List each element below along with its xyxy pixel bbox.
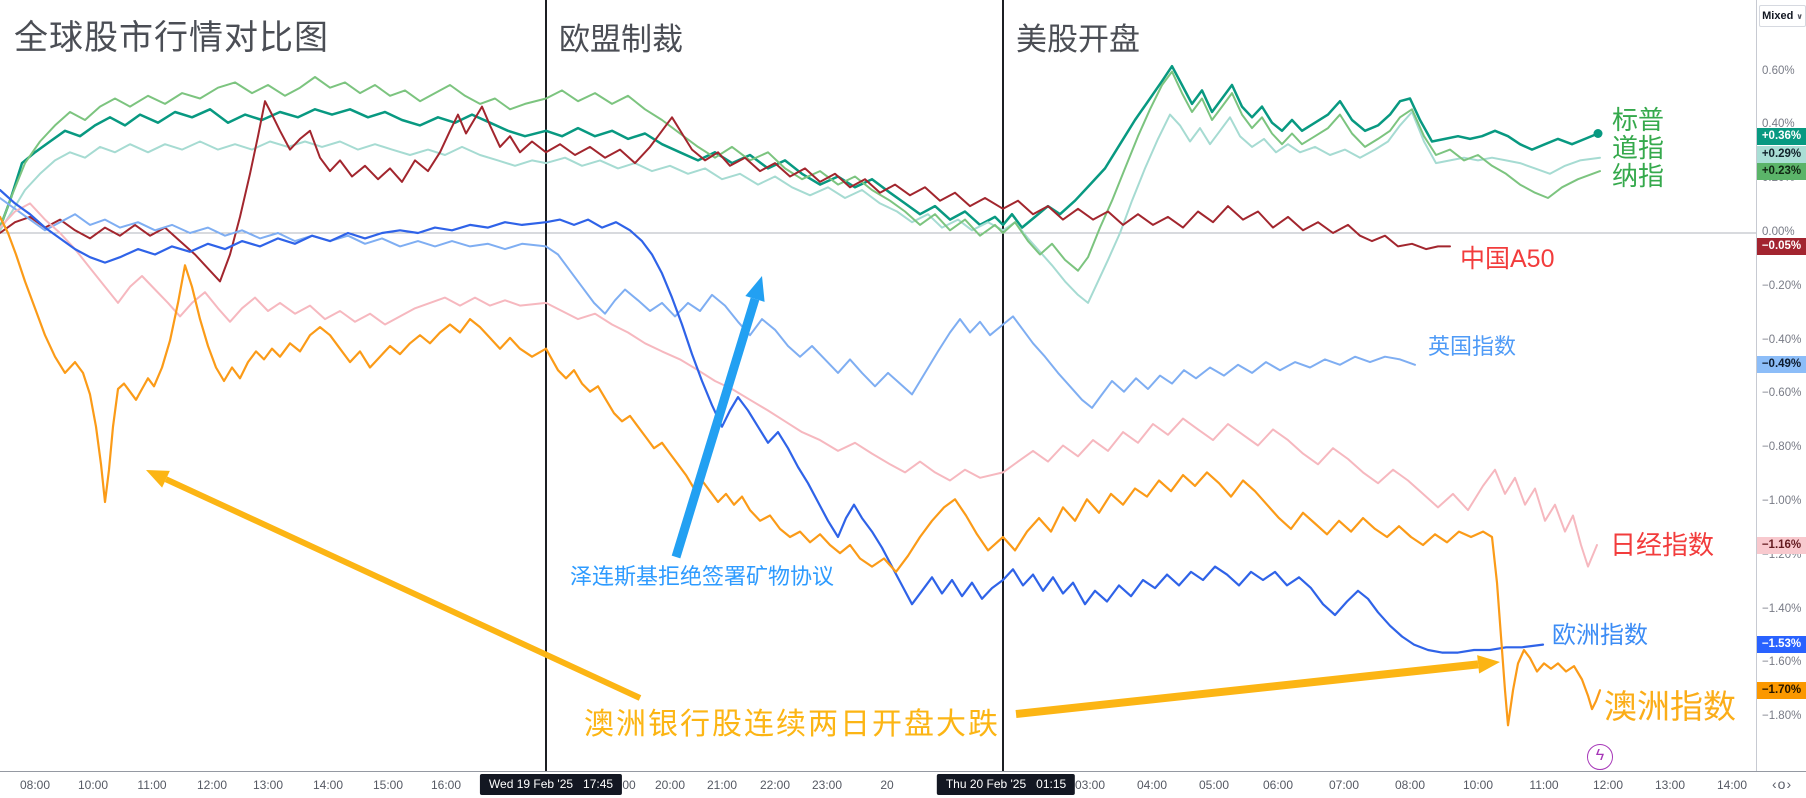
time-label: 08:00 (1394, 778, 1426, 792)
chevron-down-icon: ∨ (1796, 12, 1803, 21)
price-badge-nikkei: −1.16% (1757, 537, 1806, 554)
price-tick: −1.40% (1762, 602, 1802, 615)
time-label: 22:00 (759, 778, 791, 792)
australia-arrow-left-head[interactable] (146, 470, 170, 488)
price-badge-china-a50: −0.05% (1757, 238, 1806, 255)
series-end-dot-sp500 (1593, 129, 1603, 138)
price-badge-dow: +0.29% (1757, 146, 1806, 163)
series-label-australia: 澳洲指数 (1604, 688, 1736, 725)
australia-banks-note[interactable]: 澳洲银行股连续两日开盘大跌 (584, 708, 1000, 741)
series-label-uk: 英国指数 (1428, 334, 1517, 359)
series-line-europe[interactable] (0, 188, 1545, 654)
australia-arrow-right-shaft[interactable] (1015, 660, 1479, 718)
time-label: 03:00 (1074, 778, 1106, 792)
price-badge-australia: −1.70% (1757, 682, 1806, 699)
time-label: 12:00 (196, 778, 228, 792)
time-label: 16:00 (430, 778, 462, 792)
date-marker-time: 01:15 (1036, 777, 1067, 791)
time-label: 20 (880, 778, 894, 792)
price-badge-uk: −0.49% (1757, 356, 1806, 373)
time-label: 21:00 (706, 778, 738, 792)
event-label-2: 美股开盘 (1016, 22, 1140, 57)
time-label: 10:00 (77, 778, 109, 792)
time-label: 11:00 (137, 778, 167, 792)
australia-arrow-left-shaft[interactable] (164, 476, 642, 701)
time-label: 08:00 (19, 778, 51, 792)
date-marker-date: Wed 19 Feb '25 (488, 777, 574, 791)
price-tick: 0.40% (1762, 118, 1795, 131)
time-label: 13:00 (252, 778, 284, 792)
date-marker-time: 17:45 (583, 777, 614, 791)
zelensky-arrow-shaft[interactable] (671, 297, 760, 559)
series-line-china-a50[interactable] (0, 100, 1451, 283)
date-marker-date: Thu 20 Feb '25 (945, 777, 1027, 791)
lightning-icon[interactable]: ϟ (1587, 744, 1613, 770)
time-label: 04:00 (1136, 778, 1168, 792)
time-axis[interactable]: 08:00 10:00 11:00 12:00 13:00 14:00 15:00 16:00… (0, 771, 1806, 798)
series-label-sp500: 标普 (1612, 105, 1665, 135)
time-label: 11:00 (1529, 778, 1559, 792)
series-label-dow: 道指 (1612, 133, 1665, 163)
time-label: 14:00 (1716, 778, 1748, 792)
price-tick: −0.60% (1762, 387, 1802, 400)
series-label-europe: 欧洲指数 (1552, 622, 1648, 649)
scale-visibility-icon[interactable]: ‹o› (1772, 776, 1793, 792)
australia-arrow-right-head[interactable] (1477, 655, 1500, 674)
zelensky-arrow-head[interactable] (745, 276, 765, 302)
price-tick: −1.00% (1762, 495, 1802, 507)
series-line-australia[interactable] (0, 215, 1602, 727)
price-badge-europe: −1.53% (1757, 636, 1806, 653)
date-marker-2: Thu 20 Feb '25 01:15 (936, 774, 1076, 795)
time-label: 14:00 (312, 778, 344, 792)
price-tick: −0.40% (1762, 333, 1802, 346)
page-title: 全球股市行情对比图 (14, 19, 329, 57)
price-tick: −1.60% (1762, 656, 1802, 669)
time-label: 13:00 (1654, 778, 1686, 792)
series-line-uk[interactable] (0, 197, 1416, 409)
price-tick: −0.80% (1762, 441, 1802, 454)
time-label: 06:00 (1262, 778, 1294, 792)
date-marker-1: Wed 19 Feb '25 17:45 (479, 774, 623, 795)
event-label-1: 欧盟制裁 (559, 22, 683, 57)
time-label: 10:00 (1462, 778, 1494, 792)
series-label-china-a50: 中国A50 (1460, 245, 1555, 273)
series-line-sp500[interactable] (0, 64, 1600, 229)
series-line-nikkei[interactable] (0, 202, 1598, 568)
scale-mode-label: Mixed (1762, 10, 1794, 22)
time-label: 07:00 (1328, 778, 1360, 792)
price-badge-nasdaq: +0.23% (1757, 163, 1806, 180)
series-line-dow[interactable] (0, 111, 1601, 304)
time-label: 05:00 (1198, 778, 1230, 792)
price-tick: 0.60% (1762, 64, 1795, 77)
time-label: 12:00 (1592, 778, 1624, 792)
time-label: 23:00 (811, 778, 843, 792)
price-badge-sp500: +0.36% (1757, 128, 1806, 145)
time-label: 20:00 (654, 778, 686, 792)
series-label-nasdaq: 纳指 (1612, 161, 1665, 191)
zelensky-note[interactable]: 泽连斯基拒绝签署矿物协议 (570, 564, 835, 589)
price-scale[interactable]: Mixed ∨ 0.60%0.40%0.20%0.00%−0.20%−0.40%… (1756, 0, 1806, 771)
series-line-nasdaq[interactable] (0, 70, 1601, 272)
time-label: 15:00 (372, 778, 404, 792)
price-tick: −0.20% (1762, 279, 1802, 292)
price-tick: 0.00% (1762, 226, 1795, 238)
scale-mode-dropdown[interactable]: Mixed ∨ (1759, 5, 1806, 27)
price-tick: −1.80% (1762, 710, 1802, 723)
series-label-nikkei: 日经指数 (1610, 530, 1715, 560)
